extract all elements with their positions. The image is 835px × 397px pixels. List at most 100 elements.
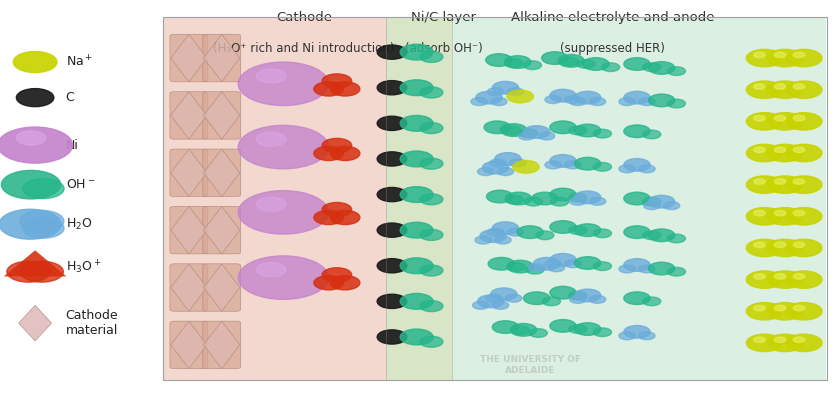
Circle shape xyxy=(569,325,587,333)
Circle shape xyxy=(569,197,586,205)
Circle shape xyxy=(517,226,544,239)
Circle shape xyxy=(490,159,506,167)
Circle shape xyxy=(549,254,576,266)
Circle shape xyxy=(256,197,286,212)
Circle shape xyxy=(793,242,805,248)
Circle shape xyxy=(649,94,675,107)
Circle shape xyxy=(505,192,532,205)
Circle shape xyxy=(491,98,507,106)
FancyBboxPatch shape xyxy=(203,92,240,139)
FancyBboxPatch shape xyxy=(203,149,240,197)
Circle shape xyxy=(643,197,660,206)
Circle shape xyxy=(504,56,531,68)
Circle shape xyxy=(774,210,786,216)
Circle shape xyxy=(483,161,509,174)
Circle shape xyxy=(331,82,360,96)
Circle shape xyxy=(420,301,443,312)
Circle shape xyxy=(519,132,535,140)
Text: (adsorb OH⁻): (adsorb OH⁻) xyxy=(405,42,483,55)
Circle shape xyxy=(238,62,329,106)
Circle shape xyxy=(754,305,765,311)
Circle shape xyxy=(494,152,521,165)
Circle shape xyxy=(545,161,561,169)
Polygon shape xyxy=(204,206,240,254)
Circle shape xyxy=(774,337,786,343)
Circle shape xyxy=(774,179,786,184)
Circle shape xyxy=(583,58,609,70)
Circle shape xyxy=(536,231,554,240)
Bar xyxy=(452,17,826,380)
Circle shape xyxy=(574,256,601,269)
Circle shape xyxy=(754,242,765,248)
Circle shape xyxy=(774,305,786,311)
Circle shape xyxy=(256,132,286,146)
Circle shape xyxy=(484,121,510,134)
Circle shape xyxy=(746,81,782,98)
Circle shape xyxy=(478,295,504,308)
Circle shape xyxy=(503,126,521,135)
Circle shape xyxy=(256,69,286,83)
Circle shape xyxy=(420,229,443,241)
Circle shape xyxy=(560,57,579,66)
Circle shape xyxy=(649,62,675,74)
Circle shape xyxy=(545,260,561,268)
Text: Ni: Ni xyxy=(65,139,78,152)
Circle shape xyxy=(493,81,519,94)
Circle shape xyxy=(594,129,611,138)
Circle shape xyxy=(487,190,513,203)
Circle shape xyxy=(624,292,650,304)
Bar xyxy=(387,17,452,380)
Circle shape xyxy=(539,132,554,140)
Circle shape xyxy=(549,188,576,201)
Circle shape xyxy=(569,291,587,300)
Circle shape xyxy=(786,81,822,98)
Circle shape xyxy=(486,294,502,302)
FancyBboxPatch shape xyxy=(203,321,240,368)
Circle shape xyxy=(507,90,534,103)
Circle shape xyxy=(793,116,805,121)
Circle shape xyxy=(494,236,511,244)
Polygon shape xyxy=(204,264,240,311)
Circle shape xyxy=(400,258,433,274)
Circle shape xyxy=(524,292,549,304)
Circle shape xyxy=(529,329,548,337)
Circle shape xyxy=(480,230,506,243)
Circle shape xyxy=(420,336,443,347)
Circle shape xyxy=(16,131,46,145)
Circle shape xyxy=(624,258,650,271)
FancyBboxPatch shape xyxy=(170,92,208,139)
Circle shape xyxy=(488,228,504,236)
Circle shape xyxy=(793,305,805,311)
Circle shape xyxy=(746,176,782,193)
Circle shape xyxy=(754,337,765,343)
Circle shape xyxy=(767,334,803,352)
Circle shape xyxy=(504,59,523,67)
Circle shape xyxy=(532,192,558,205)
Circle shape xyxy=(505,195,524,204)
Circle shape xyxy=(644,202,660,210)
Circle shape xyxy=(23,218,64,238)
Circle shape xyxy=(486,54,512,66)
Circle shape xyxy=(767,271,803,288)
Circle shape xyxy=(493,222,519,235)
Circle shape xyxy=(746,239,782,256)
Bar xyxy=(164,17,387,380)
Circle shape xyxy=(793,52,805,58)
Circle shape xyxy=(505,294,522,302)
Polygon shape xyxy=(171,149,207,197)
Circle shape xyxy=(400,222,433,238)
Circle shape xyxy=(500,124,527,137)
Circle shape xyxy=(513,160,539,173)
Circle shape xyxy=(643,63,660,71)
Circle shape xyxy=(786,113,822,130)
Circle shape xyxy=(639,98,655,106)
Circle shape xyxy=(667,234,686,243)
Circle shape xyxy=(594,162,611,171)
Polygon shape xyxy=(18,305,52,341)
Circle shape xyxy=(497,168,514,175)
Circle shape xyxy=(507,260,534,273)
Circle shape xyxy=(624,125,650,138)
Polygon shape xyxy=(171,206,207,254)
Circle shape xyxy=(639,265,655,273)
Circle shape xyxy=(322,74,352,88)
